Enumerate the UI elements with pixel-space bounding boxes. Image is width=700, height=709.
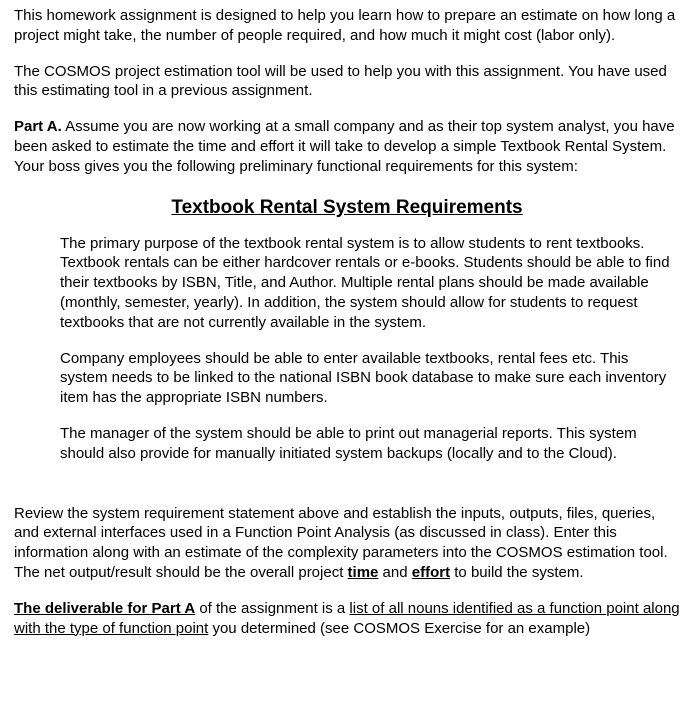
part-a-label: Part A. [14, 118, 62, 135]
review-paragraph: Review the system requirement statement … [14, 504, 680, 583]
deliverable-tail: you determined (see COSMOS Exercise for … [208, 620, 590, 637]
part-a-text: Assume you are now working at a small co… [14, 118, 675, 175]
deliverable-paragraph: The deliverable for Part A of the assign… [14, 599, 680, 639]
review-effort: effort [412, 564, 450, 581]
requirements-p3: The manager of the system should be able… [60, 424, 672, 464]
spacer [14, 480, 680, 504]
review-time: time [348, 564, 379, 581]
requirements-block: The primary purpose of the textbook rent… [60, 234, 672, 464]
part-a-paragraph: Part A. Assume you are now working at a … [14, 117, 680, 176]
deliverable-mid1: of the assignment is a [195, 600, 349, 617]
deliverable-lead: The deliverable for Part A [14, 600, 195, 617]
requirements-title: Textbook Rental System Requirements [14, 195, 680, 220]
review-mid: and [378, 564, 411, 581]
requirements-p2: Company employees should be able to ente… [60, 349, 672, 408]
intro-paragraph-1: This homework assignment is designed to … [14, 6, 680, 46]
review-post: to build the system. [450, 564, 583, 581]
intro-paragraph-2: The COSMOS project estimation tool will … [14, 62, 680, 102]
requirements-p1: The primary purpose of the textbook rent… [60, 234, 672, 333]
